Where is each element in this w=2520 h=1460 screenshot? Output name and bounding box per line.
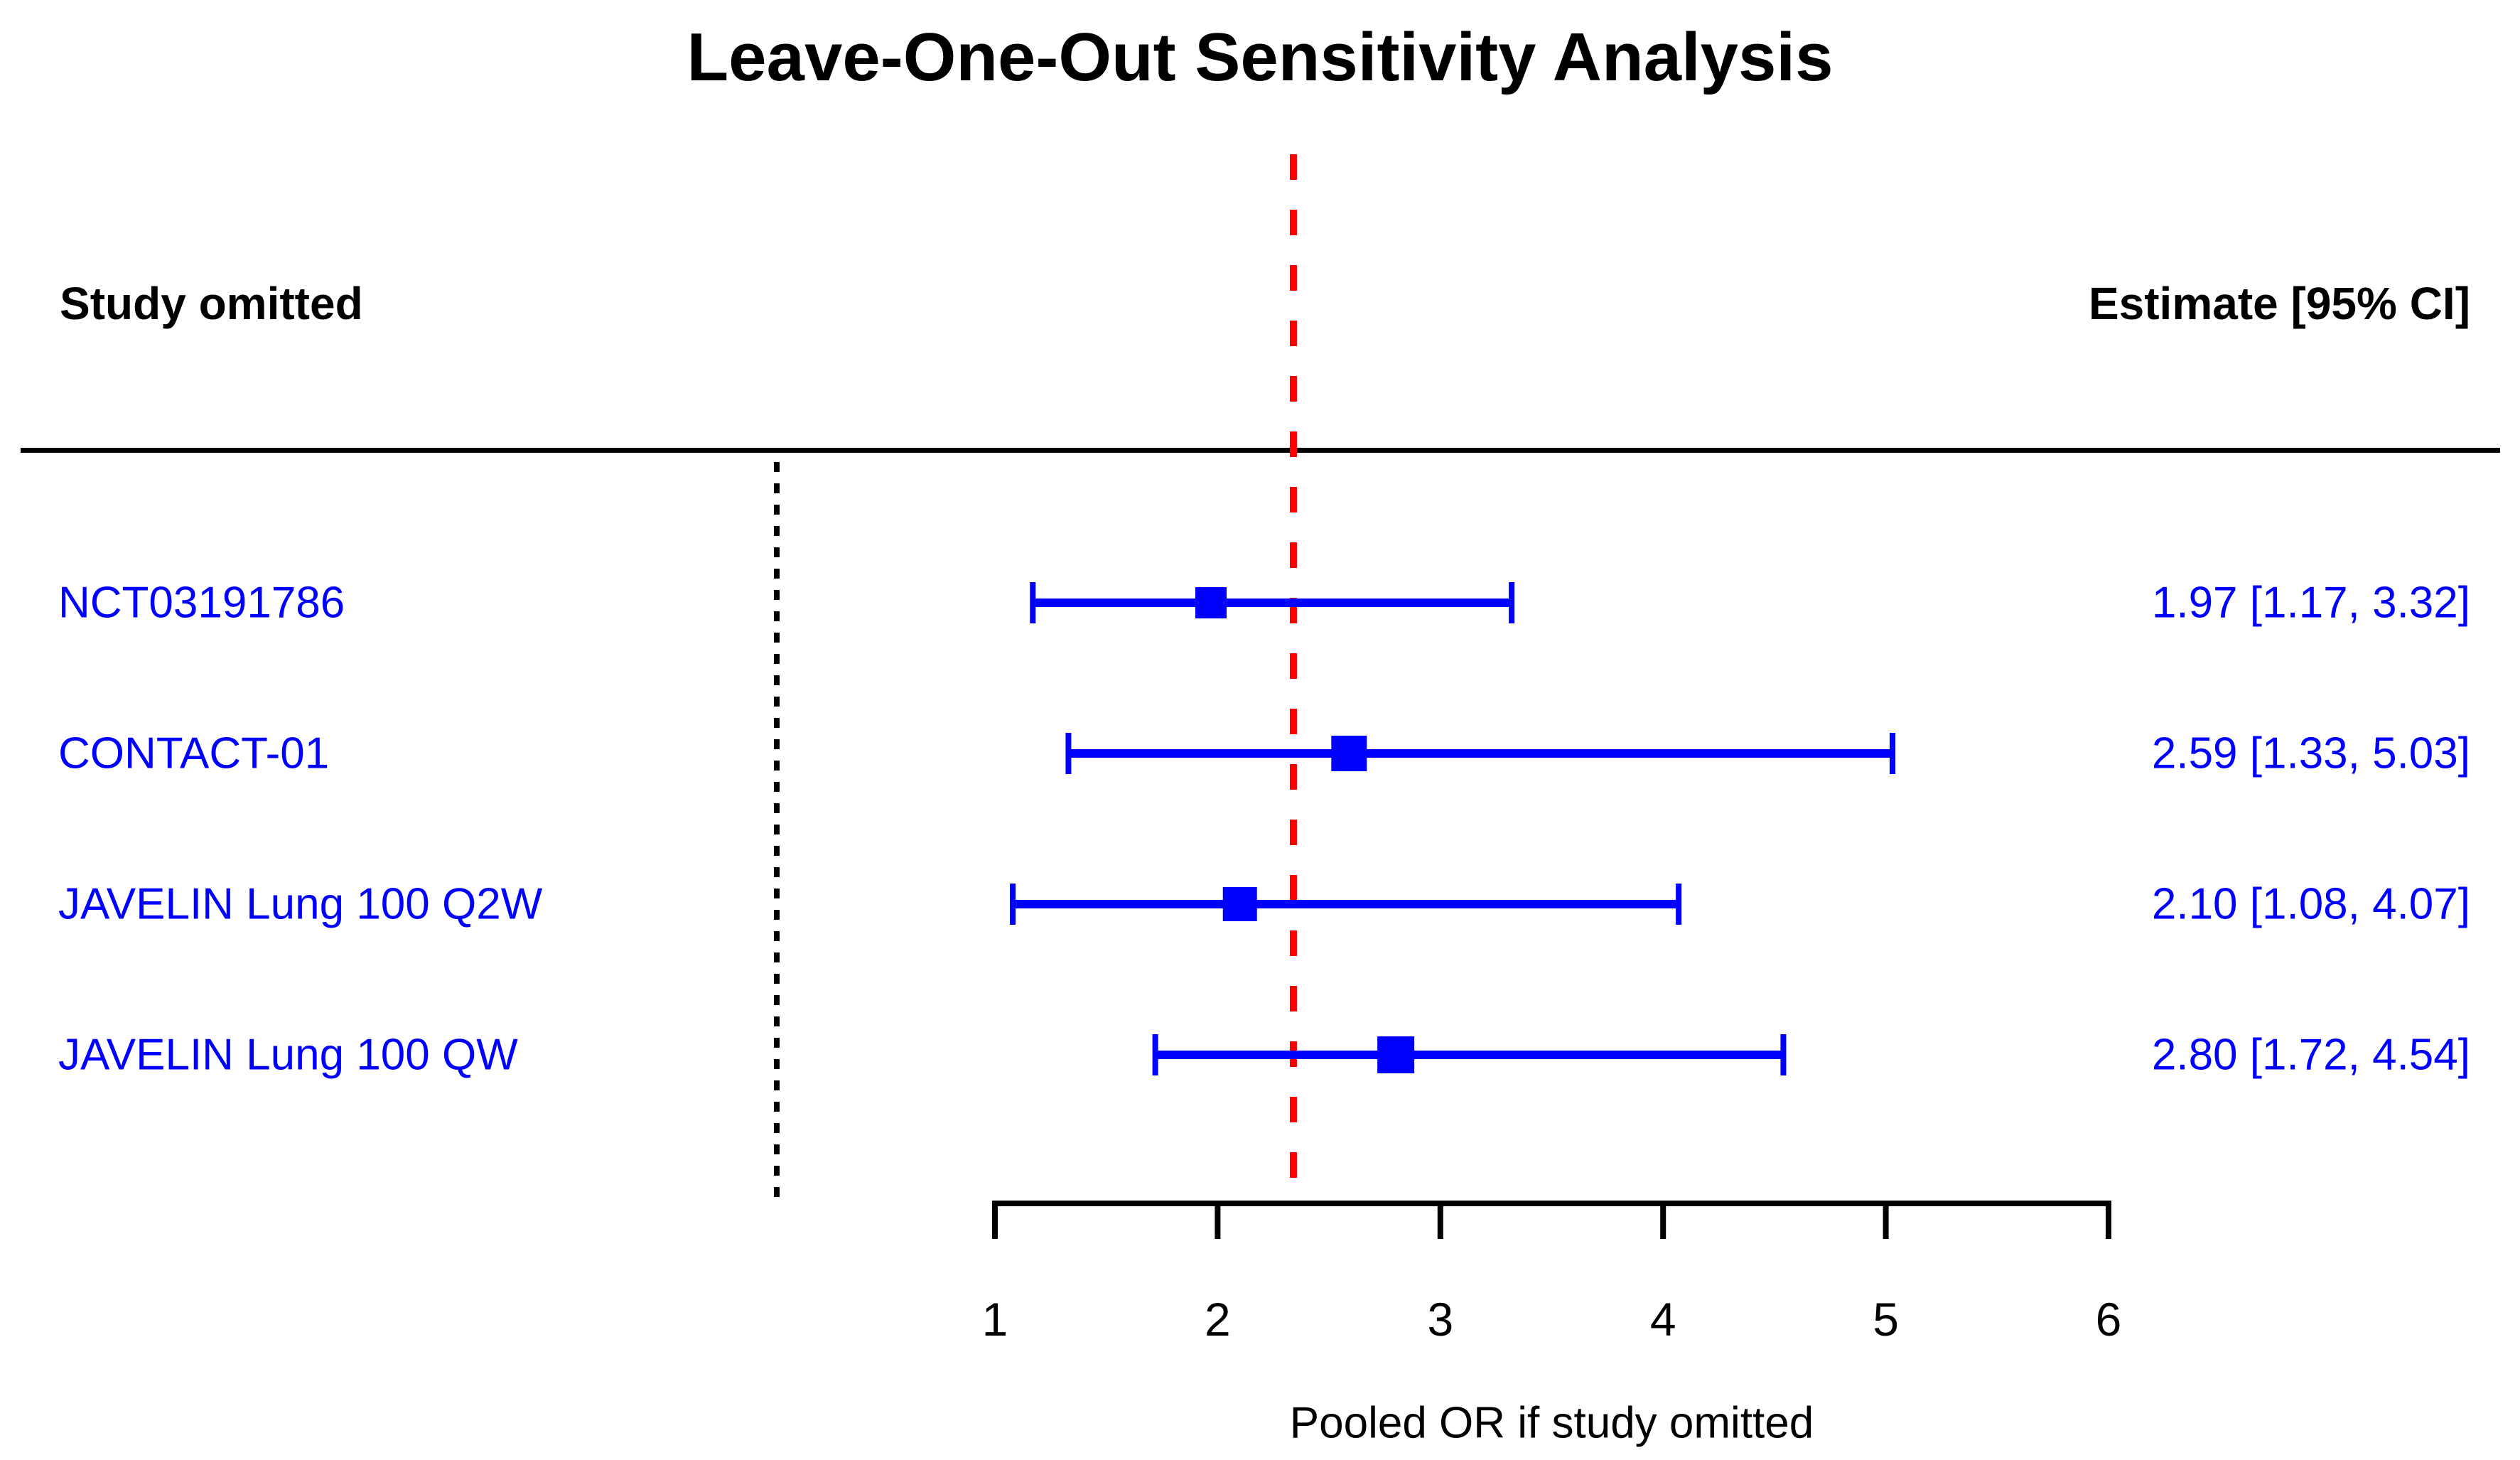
x-tick-label: 1 — [982, 1293, 1008, 1346]
x-tick-label: 2 — [1205, 1293, 1231, 1346]
study-label: CONTACT-01 — [58, 729, 330, 778]
study-label: JAVELIN Lung 100 Q2W — [58, 879, 543, 929]
plot-title: Leave-One-Out Sensitivity Analysis — [686, 19, 1834, 95]
study-label: NCT03191786 — [58, 578, 345, 628]
study-label: JAVELIN Lung 100 QW — [58, 1030, 518, 1080]
point-estimate-marker — [1331, 736, 1367, 771]
estimate-text: 1.97 [1.17, 3.32] — [2151, 578, 2470, 628]
header-separator-line — [21, 448, 2500, 453]
point-estimate-marker — [1377, 1036, 1415, 1073]
x-axis-label: Pooled OR if study omitted — [1290, 1399, 1814, 1448]
x-tick-label: 6 — [2096, 1293, 2122, 1346]
x-tick-label: 3 — [1427, 1293, 1453, 1346]
x-tick-label: 5 — [1873, 1293, 1899, 1346]
study-omitted-column-header: Study omitted — [60, 278, 363, 329]
x-tick-label: 4 — [1650, 1293, 1676, 1346]
estimate-text: 2.59 [1.33, 5.03] — [2151, 729, 2470, 778]
estimate-text: 2.80 [1.72, 4.54] — [2151, 1030, 2470, 1080]
estimate-text: 2.10 [1.08, 4.07] — [2151, 879, 2470, 929]
point-estimate-marker — [1195, 587, 1227, 618]
estimate-column-header: Estimate [95% CI] — [2088, 278, 2470, 329]
point-estimate-marker — [1222, 887, 1257, 921]
